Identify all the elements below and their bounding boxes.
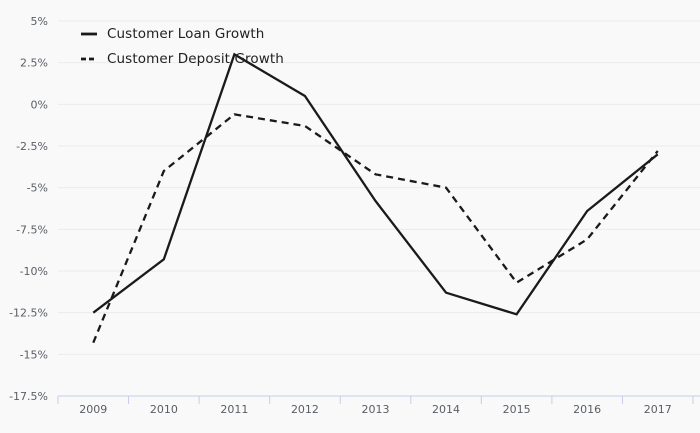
x-axis-tick-label: 2009 [79,403,107,416]
legend-label-loan: Customer Loan Growth [107,26,265,42]
y-axis-tick-label: -5% [27,182,48,195]
y-axis-tick-label: 5% [31,15,48,28]
legend: Customer Loan Growth Customer Deposit Gr… [80,23,284,70]
y-axis-tick-label: -15% [20,348,48,361]
x-axis-tick-label: 2011 [220,403,248,416]
dashed-line-icon [81,57,97,61]
y-axis-tick-label: -10% [20,265,48,278]
x-axis-tick-label: 2013 [362,403,390,416]
y-axis-tick-label: 0% [31,98,48,111]
legend-label-deposit: Customer Deposit Growth [107,51,284,67]
x-axis-tick-label: 2016 [573,403,601,416]
y-axis-tick-label: -2.5% [16,140,48,153]
x-axis-tick-label: 2015 [503,403,531,416]
y-axis-tick-label: -7.5% [16,223,48,236]
solid-line-icon [81,32,97,36]
x-axis-tick-label: 2014 [432,403,460,416]
legend-item-customer-deposit-growth[interactable]: Customer Deposit Growth [80,48,284,70]
legend-item-customer-loan-growth[interactable]: Customer Loan Growth [80,23,284,45]
y-axis-tick-label: 2.5% [20,57,48,70]
y-axis-tick-label: -17.5% [9,390,48,403]
y-axis-tick-label: -12.5% [9,307,48,320]
x-axis-tick-label: 2017 [644,403,672,416]
x-axis-tick-label: 2010 [150,403,178,416]
x-axis-tick-label: 2012 [291,403,319,416]
